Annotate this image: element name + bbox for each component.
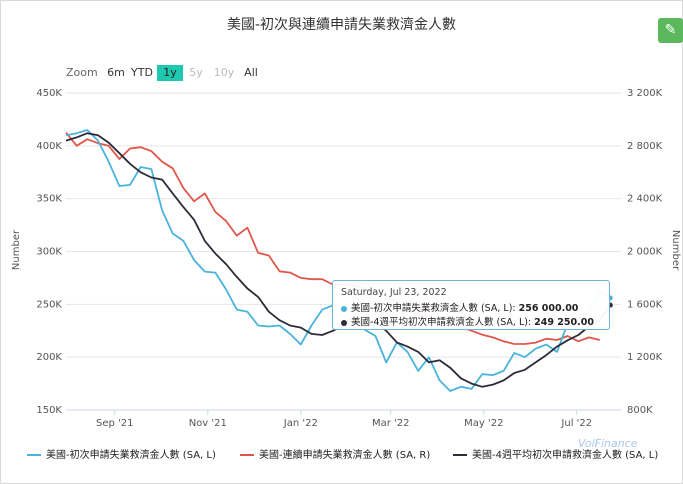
- y-right-tick-label: 2 400K: [627, 194, 663, 205]
- tooltip-row-initial: 美國-初次申請失業救濟金人數 (SA, L): 256 000.00: [341, 300, 578, 314]
- legend-swatch-continuing: [240, 454, 254, 456]
- y-axis-right-label: Number: [670, 230, 681, 271]
- y-left-tick-label: 200K: [36, 352, 62, 363]
- x-tick-label: Jan '22: [283, 418, 318, 429]
- tooltip-label-avg: 美國-4週平均初次申請救濟金人數 (SA, L):: [351, 317, 535, 328]
- legend-label-initial: 美國-初次申請失業救濟金人數 (SA, L): [46, 450, 216, 461]
- y-left-tick-label: 350K: [36, 194, 62, 205]
- zoom-5y-button: 5y: [189, 66, 203, 79]
- y-left-tick-label: 450K: [36, 88, 62, 99]
- zoom-1y-button[interactable]: 1y: [157, 65, 183, 81]
- zoom-label: Zoom: [66, 66, 98, 79]
- tooltip-value-initial: 256 000.00: [518, 303, 579, 314]
- legend-label-avg: 美國-4週平均初次申請救濟金人數 (SA, L): [472, 450, 659, 461]
- tooltip-dot-initial: [341, 305, 347, 312]
- tooltip-dot-avg: [341, 319, 347, 326]
- y-left-tick-label: 300K: [36, 247, 62, 258]
- tooltip-date: Saturday, Jul 23, 2022: [341, 287, 447, 298]
- y-left-tick-label: 400K: [36, 141, 62, 152]
- y-right-tick-label: 2 800K: [627, 141, 663, 152]
- series-line-initial: [65, 129, 611, 392]
- x-tick-label: Mar '22: [372, 418, 410, 429]
- legend-item-initial[interactable]: 美國-初次申請失業救濟金人數 (SA, L): [27, 446, 216, 461]
- watermark-logo: VolFinance: [578, 437, 638, 450]
- y-right-tick-label: 1 200K: [627, 352, 663, 363]
- chart-plot: 150K 200K 250K 300K 350K 400K 450K 800K 1 200K 1…: [11, 88, 681, 429]
- zoom-6m-button[interactable]: 6m: [107, 66, 125, 79]
- zoom-all-button[interactable]: All: [244, 66, 258, 79]
- tooltip-value-avg: 249 250.00: [534, 317, 594, 328]
- y-right-tick-label: 800K: [627, 405, 653, 416]
- chart-legend: 美國-初次申請失業救濟金人數 (SA, L) 美國-連續申請失業救濟金人數 (S…: [0, 446, 683, 462]
- series-line-avg: [65, 132, 612, 388]
- x-tick-label: Jul '22: [560, 418, 592, 429]
- legend-swatch-avg: [453, 454, 467, 456]
- tooltip-row-avg: 美國-4週平均初次申請救濟金人數 (SA, L): 249 250.00: [341, 314, 594, 328]
- x-tick-label: May '22: [464, 418, 503, 429]
- y-right-tick-label: 2 000K: [627, 247, 663, 258]
- x-tick-label: Nov '21: [189, 418, 227, 429]
- zoom-ytd-button[interactable]: YTD: [131, 66, 153, 79]
- legend-label-continuing: 美國-連續申請失業救濟金人數 (SA, R): [259, 450, 431, 461]
- legend-item-continuing[interactable]: 美國-連續申請失業救濟金人數 (SA, R): [240, 446, 430, 461]
- legend-swatch-initial: [27, 454, 41, 456]
- y-right-tick-label: 3 200K: [627, 88, 663, 99]
- y-left-tick-label: 150K: [36, 405, 62, 416]
- tooltip-label-initial: 美國-初次申請失業救濟金人數 (SA, L):: [351, 303, 519, 314]
- chart-tooltip: Saturday, Jul 23, 2022 美國-初次申請失業救濟金人數 (S…: [332, 280, 610, 330]
- pencil-icon[interactable]: ✎: [658, 18, 683, 43]
- x-tick-label: Sep '21: [96, 418, 134, 429]
- y-right-tick-label: 1 600K: [627, 299, 663, 310]
- y-axis-left-label: Number: [11, 229, 22, 270]
- chart-title: 美國-初次與連續申請失業救濟金人數: [226, 17, 457, 33]
- y-left-tick-label: 250K: [36, 299, 62, 310]
- legend-item-avg[interactable]: 美國-4週平均初次申請救濟金人數 (SA, L): [453, 446, 658, 461]
- zoom-10y-button: 10y: [213, 66, 235, 79]
